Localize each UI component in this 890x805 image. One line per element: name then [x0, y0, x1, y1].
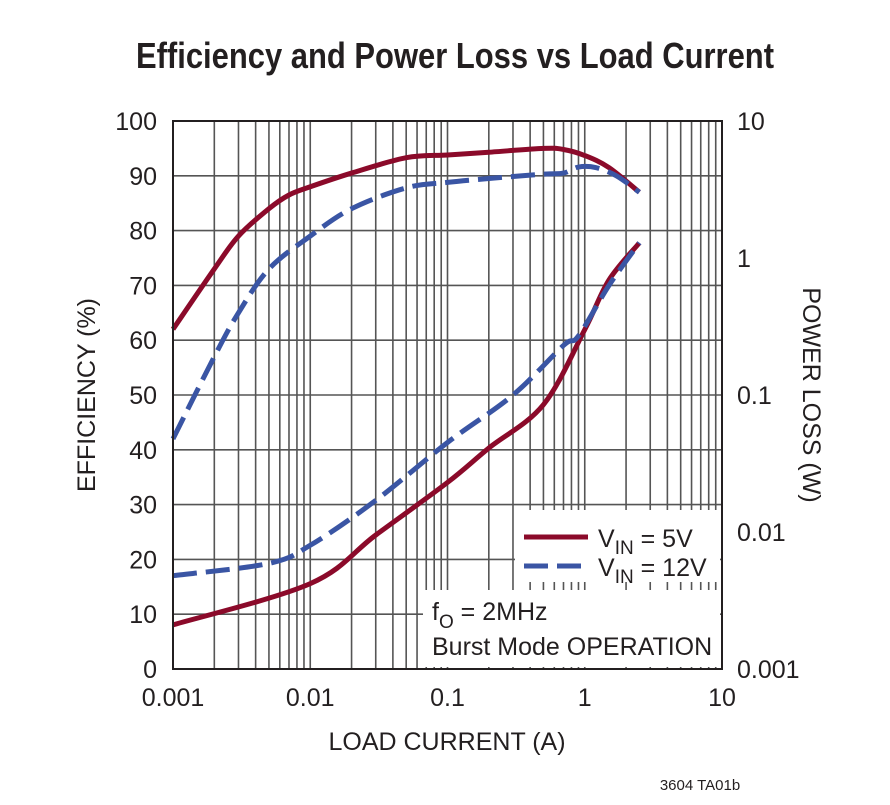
x-tick-label: 0.01	[286, 684, 335, 712]
y-tick-label: 80	[129, 218, 157, 246]
y-axis-label: EFFICIENCY (%)	[73, 298, 101, 492]
y-tick-label: 100	[115, 108, 157, 136]
y-tick-label: 0	[143, 656, 157, 684]
annotation-box: fO = 2MHz Burst Mode OPERATION	[423, 510, 720, 667]
y-tick-label: 10	[129, 601, 157, 629]
freq-annotation: fO = 2MHz	[432, 598, 548, 633]
mode-annotation: Burst Mode OPERATION	[432, 633, 712, 661]
legend-label-5v: VIN = 5V	[598, 525, 693, 559]
y-tick-label: 40	[129, 437, 157, 465]
legend-label-12v: VIN = 12V	[598, 554, 707, 588]
x-axis-label: LOAD CURRENT (A)	[328, 728, 565, 756]
efficiency-line-5v	[170, 145, 641, 331]
efficiency-line-12v	[170, 163, 641, 440]
y2-tick-label: 0.01	[737, 519, 786, 547]
figure-id: 3604 TA01b	[660, 777, 740, 794]
grid	[172, 120, 722, 670]
series-group	[170, 145, 642, 628]
y-tick-label: 90	[129, 163, 157, 191]
chart-title: Efficiency and Power Loss vs Load Curren…	[136, 37, 774, 77]
y2-tick-label: 10	[737, 108, 765, 136]
y-tick-label: 50	[129, 382, 157, 410]
power-loss-line-12v	[172, 241, 642, 579]
plot-frame	[172, 120, 723, 670]
y2-axis-label: POWER LOSS (W)	[797, 287, 825, 502]
x-tick-label: 0.001	[142, 684, 205, 712]
y-tick-label: 30	[129, 492, 157, 520]
y2-tick-label: 0.001	[737, 656, 800, 684]
y-tick-label: 60	[129, 327, 157, 355]
y2-tick-label: 1	[737, 245, 751, 273]
x-tick-label: 0.1	[430, 684, 465, 712]
tick-labels: 0.001 0.01 0.1 1 1001020304050607080901000.0…	[115, 108, 799, 712]
power-loss-line-5v	[172, 241, 642, 628]
y2-tick-label: 0.1	[737, 382, 772, 410]
y-tick-label: 20	[129, 546, 157, 574]
legend: VIN = 5V VIN = 12V	[524, 525, 707, 588]
x-tick-label: 1	[578, 684, 592, 712]
x-tick-label: 10	[708, 684, 736, 712]
y-tick-label: 70	[129, 272, 157, 300]
